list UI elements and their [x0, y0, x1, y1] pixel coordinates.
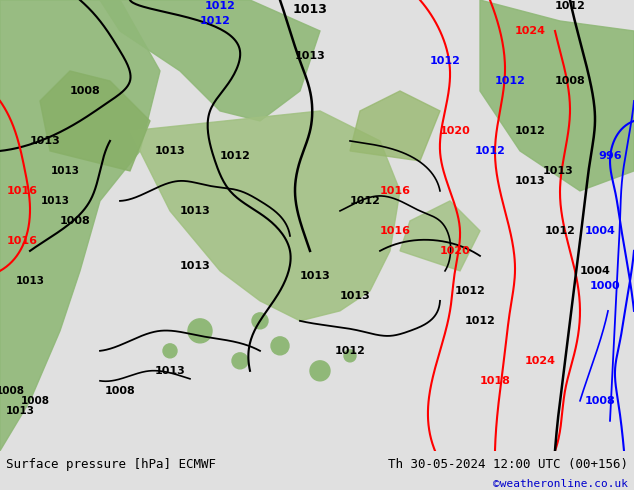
- Text: 1012: 1012: [200, 16, 230, 26]
- Text: 1013: 1013: [292, 3, 327, 17]
- Text: 996: 996: [598, 151, 622, 161]
- Text: 1012: 1012: [335, 346, 365, 356]
- Text: 1004: 1004: [579, 266, 611, 276]
- Text: 1013: 1013: [15, 276, 44, 286]
- Text: 1012: 1012: [465, 316, 495, 326]
- Polygon shape: [0, 0, 160, 451]
- Text: 1012: 1012: [219, 151, 250, 161]
- Text: 1008: 1008: [555, 76, 585, 86]
- Text: 1013: 1013: [155, 146, 185, 156]
- Text: 1008: 1008: [70, 86, 100, 96]
- Text: 1012: 1012: [475, 146, 505, 156]
- Text: 1024: 1024: [524, 356, 555, 366]
- Text: 1012: 1012: [545, 226, 576, 236]
- Circle shape: [163, 344, 177, 358]
- Text: 1012: 1012: [205, 1, 235, 11]
- Text: 1013: 1013: [179, 261, 210, 271]
- Text: Th 30-05-2024 12:00 UTC (00+156): Th 30-05-2024 12:00 UTC (00+156): [387, 458, 628, 471]
- Text: 1012: 1012: [455, 286, 486, 296]
- Text: 1020: 1020: [439, 246, 470, 256]
- Text: 1004: 1004: [585, 226, 616, 236]
- Text: 1008: 1008: [105, 386, 136, 396]
- Text: 1016: 1016: [380, 186, 410, 196]
- Text: 1008: 1008: [0, 386, 25, 396]
- Text: 1008: 1008: [20, 396, 49, 406]
- Circle shape: [344, 350, 356, 362]
- Text: 1012: 1012: [430, 56, 460, 66]
- Text: 1012: 1012: [555, 1, 585, 11]
- Text: ©weatheronline.co.uk: ©weatheronline.co.uk: [493, 479, 628, 489]
- Text: 1013: 1013: [340, 291, 370, 301]
- Text: 1013: 1013: [41, 196, 70, 206]
- Text: Surface pressure [hPa] ECMWF: Surface pressure [hPa] ECMWF: [6, 458, 216, 471]
- Text: 1008: 1008: [585, 396, 616, 406]
- Polygon shape: [40, 71, 150, 171]
- Polygon shape: [100, 0, 320, 121]
- Text: 1013: 1013: [30, 136, 60, 146]
- Text: 1013: 1013: [543, 166, 573, 176]
- Text: 1013: 1013: [295, 51, 325, 61]
- Text: 1012: 1012: [515, 126, 545, 136]
- Text: 1018: 1018: [479, 376, 510, 386]
- Polygon shape: [350, 91, 440, 161]
- Circle shape: [310, 361, 330, 381]
- Circle shape: [252, 313, 268, 329]
- Polygon shape: [480, 0, 634, 191]
- Polygon shape: [400, 201, 480, 271]
- Text: 1013: 1013: [515, 176, 545, 186]
- Text: 1013: 1013: [155, 366, 185, 376]
- Circle shape: [188, 319, 212, 343]
- Text: 1012: 1012: [495, 76, 526, 86]
- Text: 1013: 1013: [300, 271, 330, 281]
- Text: 1000: 1000: [590, 281, 620, 291]
- Text: 1016: 1016: [6, 236, 37, 246]
- Text: 1016: 1016: [6, 186, 37, 196]
- Text: 1013: 1013: [6, 406, 34, 416]
- Text: 1013: 1013: [179, 206, 210, 216]
- Circle shape: [271, 337, 289, 355]
- Text: 1008: 1008: [60, 216, 91, 226]
- Text: 1024: 1024: [515, 26, 545, 36]
- Text: 1013: 1013: [51, 166, 79, 176]
- Text: 1012: 1012: [349, 196, 380, 206]
- Text: 1020: 1020: [439, 126, 470, 136]
- Circle shape: [232, 353, 248, 369]
- Text: 1016: 1016: [380, 226, 410, 236]
- Polygon shape: [130, 111, 400, 321]
